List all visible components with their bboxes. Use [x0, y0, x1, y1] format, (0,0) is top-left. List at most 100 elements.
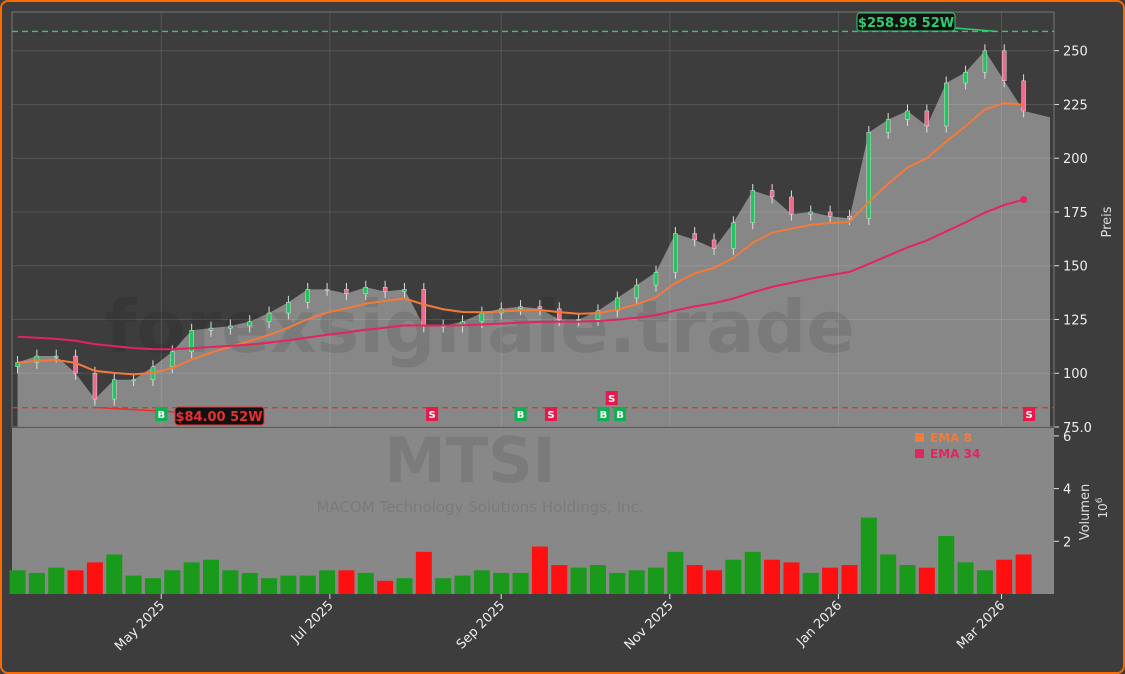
candle — [885, 119, 891, 133]
candle — [615, 297, 620, 312]
legend-swatch — [915, 433, 924, 442]
price-panel-border — [11, 11, 1055, 428]
candle — [769, 190, 775, 198]
volume-bar — [357, 572, 374, 594]
candle — [479, 312, 485, 322]
signal-label: B — [517, 410, 525, 421]
candle — [982, 50, 988, 73]
volume-bar — [802, 572, 819, 594]
signal-label: S — [429, 410, 436, 421]
volume-bar — [957, 562, 974, 594]
company-watermark: MACOM Technology Solutions Holdings, Inc… — [316, 498, 643, 516]
vol-tick-label: 4 — [1063, 483, 1071, 498]
ticker-watermark: MTSI — [384, 424, 556, 497]
x-tick-label: Mar 2026 — [954, 598, 1008, 652]
legend-label: EMA 8 — [930, 431, 972, 445]
volume-bar — [377, 580, 394, 594]
volume-exponent: 106 — [1095, 497, 1110, 518]
volume-bar — [628, 570, 645, 594]
candle — [363, 287, 368, 294]
y-tick-label: 250 — [1063, 45, 1088, 60]
volume-bar — [938, 536, 955, 594]
volume-bar — [706, 570, 723, 594]
volume-bar — [203, 559, 220, 594]
volume-bar — [435, 578, 452, 594]
candle — [170, 351, 175, 367]
volume-bar — [338, 570, 355, 594]
y-tick-label: 175 — [1063, 206, 1088, 221]
y-tick-label: 225 — [1063, 98, 1088, 113]
candle — [537, 306, 543, 309]
high-52w-label: $258.98 52W — [858, 16, 954, 31]
candle — [305, 289, 310, 303]
candle — [382, 287, 388, 292]
high-52w-box — [856, 12, 956, 32]
candle — [189, 330, 194, 352]
volume-bar — [106, 554, 123, 594]
y-axis-label: Preis — [1100, 206, 1115, 237]
volume-bar — [647, 567, 664, 594]
vol-tick-label: 2 — [1063, 535, 1071, 550]
x-tick-label: Jan 2026 — [793, 598, 845, 650]
ema-line-34 — [17, 198, 1024, 351]
ema-end-dot — [1020, 196, 1028, 204]
signal-label: B — [616, 410, 624, 421]
volume-bar — [531, 546, 548, 594]
candle — [1002, 50, 1007, 82]
volume-bar — [725, 559, 742, 594]
volume-bar — [899, 565, 916, 594]
candle — [576, 319, 581, 321]
candle — [247, 321, 252, 327]
candle — [1021, 80, 1026, 112]
volume-axis-label: Volumen — [1078, 484, 1093, 541]
candle — [924, 110, 930, 127]
candle — [905, 110, 910, 120]
volume-bar — [860, 517, 877, 594]
signal-buy-marker — [597, 407, 610, 421]
vol-tick-label: 6 — [1063, 430, 1071, 445]
legend-swatch — [915, 449, 924, 458]
volume-bar — [454, 575, 471, 594]
candle — [750, 190, 755, 223]
x-tick-label: Jul 2025 — [288, 598, 337, 647]
x-tick-label: May 2025 — [112, 598, 168, 654]
candle — [54, 355, 59, 358]
volume-bar — [28, 572, 45, 594]
candle — [266, 312, 272, 322]
candle — [653, 271, 659, 286]
candle — [518, 306, 523, 309]
volume-bar — [996, 559, 1013, 594]
candle — [34, 355, 40, 363]
volume-bar — [164, 570, 181, 594]
volume-bar — [976, 570, 993, 594]
candle — [208, 327, 214, 331]
volume-bar — [570, 567, 587, 594]
volume-bar — [551, 565, 568, 594]
volume-bar — [822, 567, 839, 594]
volume-bar — [299, 575, 316, 594]
candle — [421, 289, 427, 327]
candle — [847, 216, 852, 219]
y-tick-label: 150 — [1063, 260, 1088, 275]
candle — [557, 308, 562, 320]
signal-buy-marker — [614, 407, 627, 421]
signal-label: B — [600, 410, 608, 421]
signal-buy-marker — [514, 407, 527, 421]
volume-bar — [241, 572, 258, 594]
volume-bar — [473, 570, 490, 594]
ema-line-8 — [17, 102, 1024, 376]
volume-bar — [396, 578, 413, 594]
watermark: forexsignale.trade — [105, 285, 855, 369]
candle — [789, 196, 794, 215]
volume-bar — [9, 570, 26, 594]
volume-bar — [880, 554, 897, 594]
legend-label: EMA 34 — [930, 447, 980, 461]
candle — [866, 132, 872, 219]
volume-bar — [144, 578, 161, 594]
signal-sell-marker — [426, 407, 439, 421]
candle — [344, 289, 349, 294]
volume-bar — [222, 570, 239, 594]
volume-bar — [589, 565, 606, 594]
y-tick-label: 125 — [1063, 313, 1088, 328]
